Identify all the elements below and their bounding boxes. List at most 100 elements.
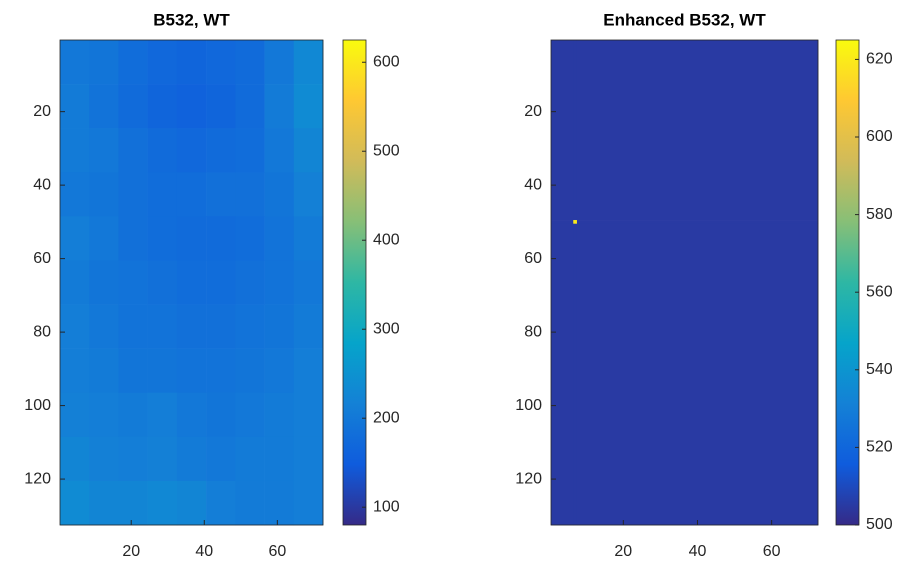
x-tick-label: 40 (689, 543, 707, 560)
y-tick-label: 40 (524, 176, 542, 193)
heatmap-cell (293, 392, 324, 438)
heatmap-cell (576, 223, 819, 526)
heatmap-cell (235, 436, 265, 482)
heatmap-cell (147, 128, 178, 173)
heatmap-cell (147, 260, 178, 305)
heatmap-cell (206, 216, 236, 261)
heatmap-cell (60, 128, 90, 173)
heatmap-cell (206, 260, 236, 305)
colorbar-tick-label: 500 (866, 516, 893, 533)
heatmap-cell (235, 172, 265, 217)
y-tick-label: 60 (33, 250, 51, 267)
heatmap-cell (264, 260, 295, 305)
heatmap-cell (118, 436, 148, 482)
colorbar (342, 39, 367, 526)
heatmap-cell (89, 260, 119, 305)
colorbar-tick-label: 620 (866, 51, 893, 68)
axes-box (550, 39, 819, 526)
heatmap-cell (89, 216, 119, 261)
heatmap-cell (206, 392, 236, 438)
heatmap-cell (118, 216, 148, 261)
heatmap-cell (176, 348, 207, 394)
heatmap-cell (264, 40, 295, 85)
heatmap-cell (147, 348, 178, 394)
x-tick-label: 20 (614, 543, 632, 560)
heatmap-cell (573, 40, 578, 221)
heatmap-cell (89, 172, 119, 217)
heatmap-cell (573, 220, 578, 225)
heatmap-cell (147, 392, 178, 438)
heatmap-cell (206, 172, 236, 217)
heatmap-cell (206, 480, 236, 526)
heatmap-cell (118, 128, 148, 173)
heatmap-cell (118, 480, 148, 526)
y-tick-label: 100 (515, 397, 542, 414)
colorbar-tick-label: 560 (866, 283, 893, 300)
y-tick-label: 40 (33, 176, 51, 193)
heatmap-cell (576, 40, 819, 221)
heatmap-cell (118, 260, 148, 305)
heatmap-cell (264, 304, 295, 349)
y-tick-label: 60 (524, 250, 542, 267)
heatmap-cell (118, 40, 148, 85)
y-tick-label: 100 (24, 397, 51, 414)
heatmap-cell (60, 172, 90, 217)
heatmap-cell (206, 436, 236, 482)
heatmap-cell (206, 348, 236, 394)
colorbar (835, 39, 860, 526)
heatmap-cell (60, 216, 90, 261)
colorbar-tick-label: 300 (373, 320, 400, 337)
chart-title: B532, WT (153, 10, 230, 29)
heatmap-cell (293, 216, 324, 261)
y-tick-label: 80 (33, 323, 51, 340)
heatmap-cell (60, 480, 90, 526)
heatmap-cell (176, 40, 207, 85)
heatmap-cell (206, 304, 236, 349)
heatmap-cell (235, 480, 265, 526)
heatmap-cell (264, 436, 295, 482)
heatmap-cell (118, 348, 148, 394)
chart-title: Enhanced B532, WT (603, 10, 766, 29)
colorbar-tick-label: 600 (866, 128, 893, 145)
colorbar-tick-label: 100 (373, 498, 400, 515)
heatmap-cell (235, 84, 265, 129)
heatmap-cell (147, 436, 178, 482)
heatmap-cell (147, 84, 178, 129)
heatmap-cell (147, 172, 178, 217)
heatmap-cell (293, 84, 324, 129)
y-tick-label: 120 (515, 470, 542, 487)
heatmap-cell (176, 216, 207, 261)
heatmap-cell (89, 40, 119, 85)
heatmap-cell (60, 304, 90, 349)
heatmap-cell (60, 260, 90, 305)
heatmap-cell (235, 260, 265, 305)
heatmap-cell (89, 392, 119, 438)
heatmap-cell (60, 84, 90, 129)
heatmap-cell (264, 348, 295, 394)
heatmap-cell (118, 172, 148, 217)
heatmap-cell (147, 40, 178, 85)
heatmap-cell (264, 128, 295, 173)
heatmap-cell (293, 128, 324, 173)
heatmap-cell (118, 84, 148, 129)
heatmap-cell (235, 392, 265, 438)
heatmap-cell (206, 84, 236, 129)
heatmap-cell (551, 223, 574, 526)
heatmap-cell (293, 348, 324, 394)
y-tick-label: 120 (24, 470, 51, 487)
heatmap-cell (235, 304, 265, 349)
y-tick-label: 20 (524, 103, 542, 120)
heatmap-cell (293, 436, 324, 482)
heatmap-cell (264, 480, 295, 526)
y-tick-label: 20 (33, 103, 51, 120)
heatmap-cell (235, 348, 265, 394)
heatmap-cell (176, 436, 207, 482)
heatmap-cell (206, 40, 236, 85)
heatmap-cell (147, 216, 178, 261)
colorbar-tick-label: 600 (373, 53, 400, 70)
x-tick-label: 60 (268, 543, 286, 560)
heatmap-cell (89, 348, 119, 394)
colorbar-tick-label: 580 (866, 206, 893, 223)
heatmap-cell (293, 260, 324, 305)
heatmap-cell (118, 304, 148, 349)
